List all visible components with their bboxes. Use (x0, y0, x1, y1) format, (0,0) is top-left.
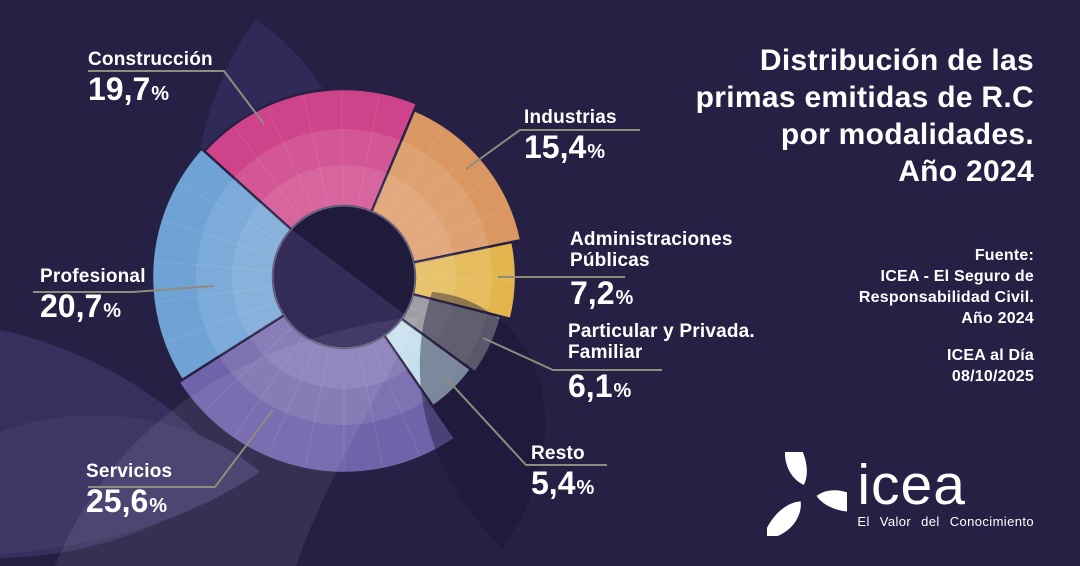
callout-industrias: Industrias 15,4% (524, 107, 617, 169)
value-number: 20,7 (40, 288, 103, 324)
leader-line-0 (88, 70, 265, 125)
edition-line: ICEA al Día (947, 347, 1034, 364)
source-line: Año 2024 (961, 310, 1034, 327)
title-line: por modalidades. (780, 118, 1034, 151)
value-number: 5,4 (531, 465, 576, 501)
source-note: Fuente: ICEA - El Seguro de Responsabili… (859, 245, 1034, 387)
slice-name: Profesional (40, 266, 146, 287)
slice-value: 7,2% (570, 277, 733, 315)
pie-slice-3 (399, 292, 503, 375)
logo-text: icea El Valor del Conocimiento (857, 452, 1034, 529)
slice-name: Servicios (86, 461, 173, 482)
slice-value: 20,7% (40, 290, 146, 328)
slice-name: Industrias (524, 107, 617, 128)
pie-slice-5 (176, 313, 457, 475)
slice-value: 19,7% (88, 73, 213, 111)
source-line: ICEA - El Seguro de (880, 268, 1034, 285)
slice-name-line2: Familiar (568, 342, 643, 363)
petal-overlay-dark (419, 292, 546, 548)
foreground-overlays (55, 292, 546, 566)
source-line: Responsabilidad Civil. (858, 289, 1034, 306)
icea-logo: icea El Valor del Conocimiento (767, 452, 1034, 536)
percent-sign: % (587, 141, 606, 163)
donut-chart (150, 87, 523, 475)
callout-administraciones-publicas: Administraciones Públicas 7,2% (570, 229, 733, 315)
callout-profesional: Profesional 20,7% (40, 266, 146, 328)
title-line: Distribución de las (759, 44, 1034, 77)
slice-value: 6,1% (568, 370, 755, 408)
value-number: 6,1 (568, 368, 613, 404)
slice-value: 25,6% (86, 485, 172, 523)
callout-servicios: Servicios 25,6% (86, 461, 172, 523)
value-number: 19,7 (88, 71, 151, 107)
chart-title: Distribución de las primas emitidas de R… (696, 42, 1034, 190)
petal-bottom-left-light (0, 415, 260, 554)
edition-line: 08/10/2025 (951, 368, 1034, 385)
title-line: primas emitidas de R.C (695, 81, 1034, 114)
value-number: 7,2 (570, 275, 615, 311)
title-line: Año 2024 (898, 155, 1034, 188)
value-number: 25,6 (86, 483, 149, 519)
slice-name: Administraciones (570, 229, 733, 250)
source-line: Fuente: (974, 247, 1034, 264)
edition-note: ICEA al Día 08/10/2025 (859, 345, 1034, 387)
percent-sign: % (103, 300, 122, 322)
percent-sign: % (576, 477, 595, 499)
percent-sign: % (151, 83, 170, 105)
pie-slice-1 (369, 108, 523, 264)
leader-line-6 (33, 285, 215, 293)
slice-name: Resto (531, 443, 585, 464)
logo-wordmark: icea (857, 452, 966, 517)
pie-slice-6 (150, 146, 293, 382)
slice-value: 15,4% (524, 131, 617, 169)
slice-name: Particular y Privada. (568, 321, 755, 342)
logo-tagline: El Valor del Conocimiento (857, 513, 1034, 529)
leader-line-5 (88, 409, 274, 488)
icea-pinwheel-icon (767, 452, 848, 536)
percent-sign: % (613, 380, 632, 402)
slice-name-line2: Públicas (570, 250, 650, 271)
petal-overlay-light (55, 316, 420, 566)
leader-line-4 (444, 376, 607, 466)
slice-value: 5,4% (531, 467, 594, 505)
value-number: 15,4 (524, 129, 587, 165)
callout-particular-privada-familiar: Particular y Privada. Familiar 6,1% (568, 321, 755, 408)
leader-line-3 (482, 337, 662, 371)
slice-name: Construcción (88, 49, 213, 70)
percent-sign: % (149, 495, 168, 517)
callout-construccion: Construcción 19,7% (88, 49, 213, 111)
pie-slice-0 (202, 87, 419, 232)
callout-resto: Resto 5,4% (531, 443, 594, 505)
leader-line-1 (465, 129, 640, 170)
percent-sign: % (615, 287, 634, 309)
callout-leader-lines (33, 70, 662, 488)
